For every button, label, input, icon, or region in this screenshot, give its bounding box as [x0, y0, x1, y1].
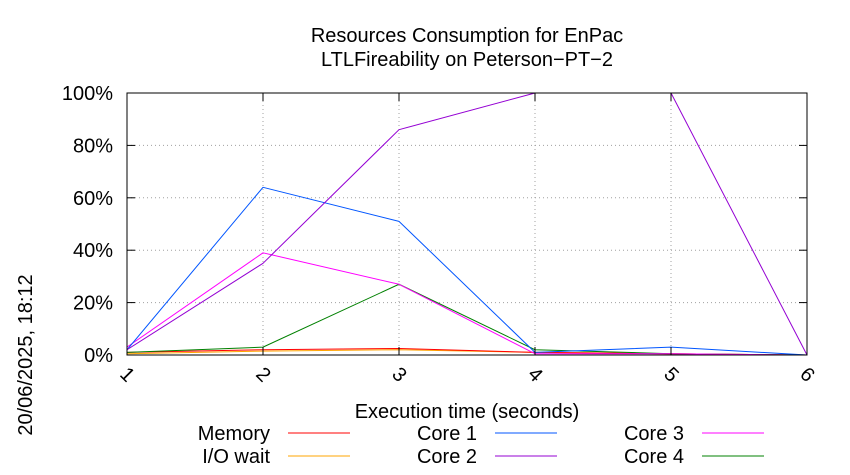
chart-title: Resources Consumption for EnPac	[311, 25, 623, 47]
legend-label-core-4: Core 4	[624, 446, 684, 468]
y-tick-label: 20%	[73, 293, 113, 315]
legend-label-i-o-wait: I/O wait	[202, 446, 270, 468]
chart-subtitle: LTLFireability on Peterson−PT−2	[321, 49, 613, 71]
grid	[127, 93, 807, 355]
y-axis: 0% 20% 40% 60% 80% 100%	[62, 83, 807, 367]
legend-label-core-3: Core 3	[624, 423, 684, 445]
series-line-core-1	[126, 186, 808, 356]
legend-label-core-2: Core 2	[417, 446, 477, 468]
plot-lines	[126, 92, 808, 356]
y-tick-label: 100%	[62, 83, 113, 105]
y-tick-label: 60%	[73, 188, 113, 210]
timestamp-label: 20/06/2025, 18:12	[15, 274, 37, 435]
y-tick-label: 80%	[73, 135, 113, 157]
series-line-core-2	[126, 92, 808, 356]
legend-label-memory: Memory	[198, 423, 270, 445]
x-axis-label: Execution time (seconds)	[355, 401, 580, 423]
plot-frame	[126, 92, 808, 356]
series-line-core-3	[126, 252, 808, 356]
legend-label-core-1: Core 1	[417, 423, 477, 445]
y-tick-label: 0%	[84, 345, 113, 367]
y-tick-label: 40%	[73, 240, 113, 262]
